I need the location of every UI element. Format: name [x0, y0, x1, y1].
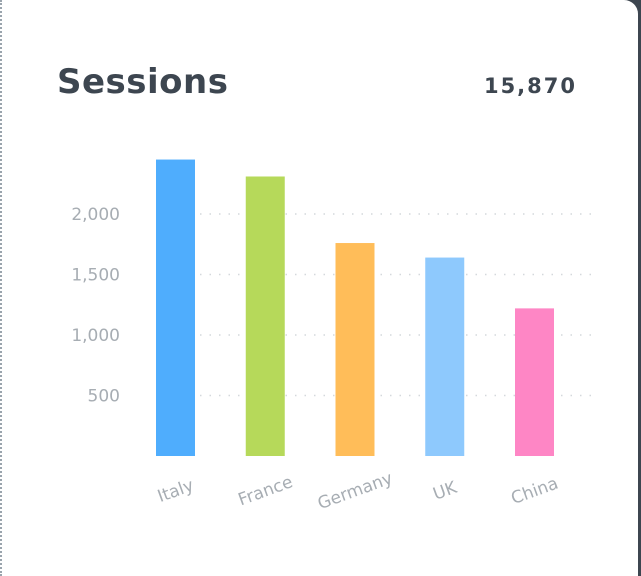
x-tick-label: France — [236, 472, 296, 510]
y-tick-label: 2,000 — [71, 205, 120, 225]
x-axis-ticks: Italy France Germany UK China — [155, 469, 561, 515]
y-axis-ticks: 500 1,000 1,500 2,000 — [71, 205, 120, 407]
bar-italy — [156, 159, 195, 457]
bar-uk — [425, 257, 465, 456]
sessions-total: 15,870 — [483, 74, 577, 98]
card-title: Sessions — [57, 62, 229, 102]
bar-germany — [335, 243, 375, 456]
x-tick-label: Germany — [315, 469, 395, 515]
bars — [156, 159, 554, 457]
y-tick-label: 1,000 — [71, 326, 120, 346]
x-tick-label: Italy — [155, 476, 197, 507]
x-tick-label: China — [509, 474, 561, 509]
x-tick-label: UK — [431, 478, 461, 505]
bar-france — [245, 176, 285, 457]
y-tick-label: 1,500 — [71, 266, 120, 286]
y-tick-label: 500 — [88, 387, 120, 407]
bar-china — [515, 308, 554, 456]
